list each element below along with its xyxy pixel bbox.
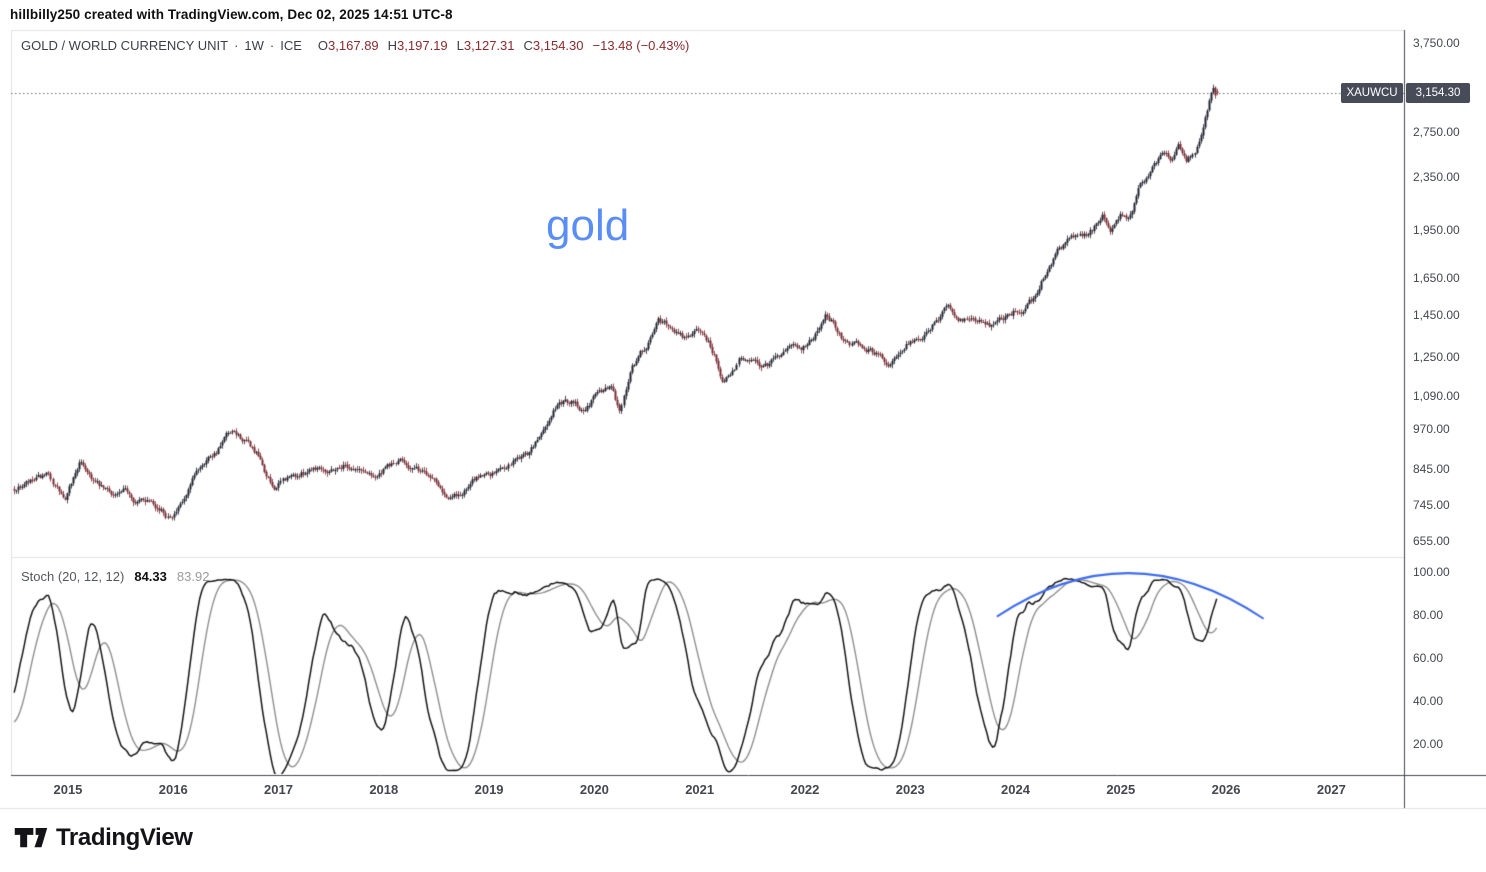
price-tick-label: 1,090.00 <box>1413 388 1460 403</box>
price-tick-label: 2,750.00 <box>1413 124 1460 139</box>
price-badge-price[interactable]: 3,154.30 <box>1406 83 1470 103</box>
tradingview-logo-icon <box>14 827 48 848</box>
price-tick-label: 655.00 <box>1413 534 1450 549</box>
stoch-tick-label: 80.00 <box>1413 608 1444 623</box>
price-tick-label: 845.00 <box>1413 461 1450 476</box>
high-value: H3,197.19 <box>387 38 448 53</box>
year-label: 2025 <box>1106 782 1136 797</box>
attribution-text: hillbilly250 created with TradingView.co… <box>10 7 453 22</box>
interval-label[interactable]: 1W <box>244 38 264 53</box>
year-label: 2017 <box>264 782 293 797</box>
last-price-badge[interactable]: XAUWCU 3,154.30 <box>1341 83 1470 103</box>
year-label: 2023 <box>895 782 925 797</box>
year-label: 2021 <box>685 782 715 797</box>
year-label: 2027 <box>1316 782 1346 797</box>
legend-separator: · <box>269 38 275 53</box>
gold-text-annotation[interactable]: gold <box>546 201 630 250</box>
year-label: 2022 <box>790 782 820 797</box>
price-tick-label: 970.00 <box>1413 422 1450 437</box>
footer: TradingView <box>14 824 193 852</box>
stoch-title[interactable]: Stoch (20, 12, 12) <box>21 569 125 584</box>
year-label: 2016 <box>158 782 188 797</box>
year-label: 2018 <box>369 782 399 797</box>
stoch-tick-label: 40.00 <box>1413 694 1444 709</box>
year-label: 2019 <box>474 782 504 797</box>
exchange-label: ICE <box>280 38 302 53</box>
open-value: O3,167.89 <box>317 38 379 53</box>
price-tick-label: 745.00 <box>1413 497 1450 512</box>
stoch-d-value: 83.92 <box>176 569 210 584</box>
close-value: C3,154.30 <box>523 38 584 53</box>
symbol-legend[interactable]: GOLD / WORLD CURRENCY UNIT · 1W · ICE O3… <box>21 38 689 53</box>
stoch-indicator-legend[interactable]: Stoch (20, 12, 12) 84.33 83.92 <box>21 569 209 584</box>
legend-separator: · <box>234 38 239 53</box>
price-tick-label: 2,350.00 <box>1413 169 1460 184</box>
price-tick-label: 3,750.00 <box>1413 36 1460 51</box>
price-tick-label: 1,650.00 <box>1413 270 1460 285</box>
price-tick-label: 1,250.00 <box>1413 349 1460 364</box>
stoch-tick-label: 20.00 <box>1413 737 1444 752</box>
year-label: 2020 <box>579 782 609 797</box>
price-badge-symbol[interactable]: XAUWCU <box>1341 83 1403 103</box>
stoch-tick-label: 60.00 <box>1413 651 1444 666</box>
year-label: 2026 <box>1211 782 1241 797</box>
year-label: 2015 <box>53 782 83 797</box>
tradingview-logo[interactable]: TradingView <box>14 824 193 852</box>
tradingview-logo-text: TradingView <box>56 824 193 851</box>
stoch-k-value: 84.33 <box>134 569 167 584</box>
ohlc-values: O3,167.89 H3,197.19 L3,127.31 C3,154.30 … <box>318 38 689 53</box>
change-value: −13.48 (−0.43%) <box>592 38 690 53</box>
price-tick-label: 1,450.00 <box>1413 307 1460 322</box>
symbol-title[interactable]: GOLD / WORLD CURRENCY UNIT <box>21 38 229 53</box>
year-label: 2024 <box>1001 782 1030 797</box>
low-value: L3,127.31 <box>456 38 515 53</box>
price-tick-label: 1,950.00 <box>1413 222 1460 237</box>
stoch-tick-label: 100.00 <box>1413 565 1450 580</box>
